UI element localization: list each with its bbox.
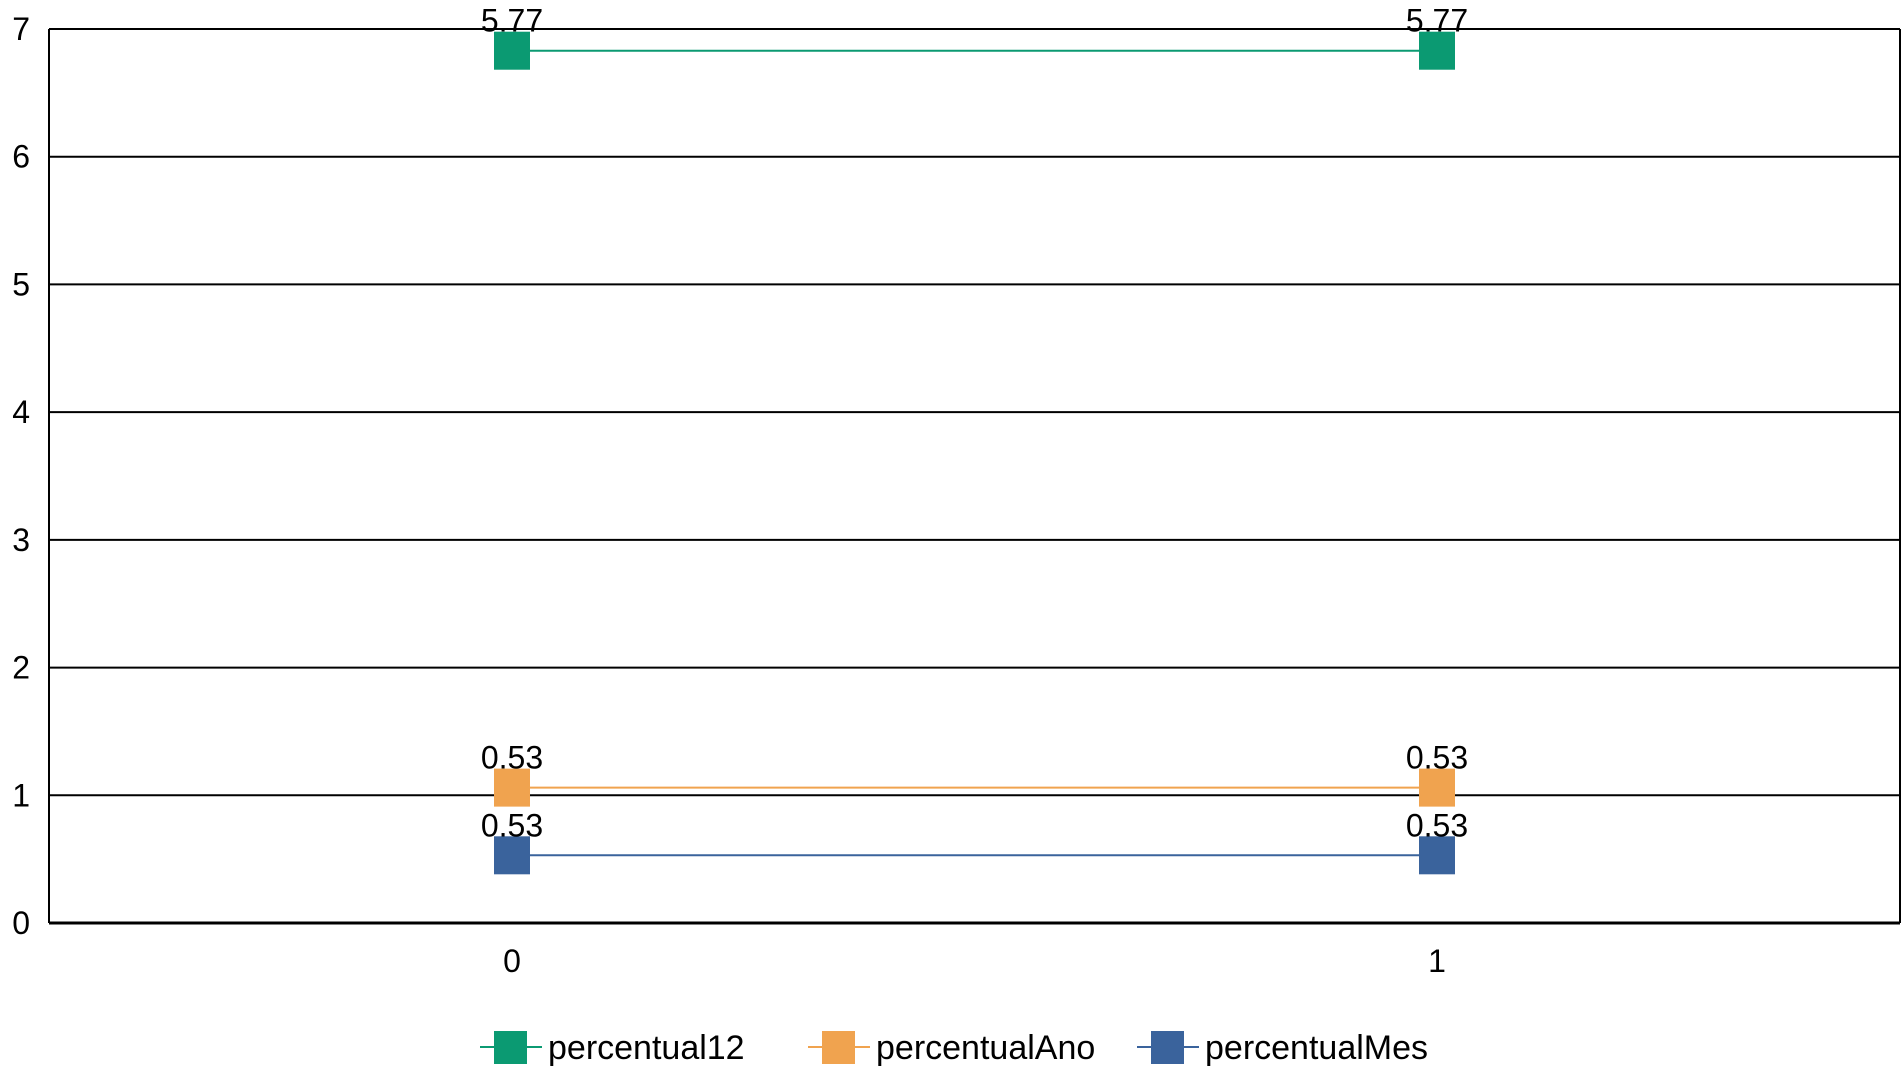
series-percentualMes: 0.53 0.53 — [481, 807, 1468, 875]
series-percentualAno: 0.53 0.53 — [481, 740, 1468, 807]
data-point-marker — [1419, 836, 1455, 875]
legend-marker — [1151, 1031, 1184, 1064]
legend-item-percentualMes: percentualMes — [1137, 1029, 1428, 1067]
data-point-marker — [494, 836, 530, 875]
plot-frame — [48, 29, 1901, 925]
data-label: 5.77 — [1406, 3, 1468, 39]
y-tick-label: 7 — [12, 11, 30, 47]
data-label: 0.53 — [481, 807, 543, 843]
legend-label: percentualMes — [1205, 1029, 1428, 1067]
data-point-marker — [1419, 768, 1455, 807]
x-tick-label: 1 — [1428, 943, 1446, 979]
y-axis-ticks: 0 1 2 3 4 5 6 7 — [12, 11, 30, 941]
x-tick-label: 0 — [503, 943, 521, 979]
legend-label: percentual12 — [548, 1029, 745, 1067]
y-tick-label: 0 — [12, 905, 30, 941]
legend-marker — [494, 1031, 527, 1064]
y-tick-label: 4 — [12, 394, 30, 430]
y-gridlines — [49, 28, 1900, 924]
y-tick-label: 1 — [12, 777, 30, 813]
data-point-marker — [1419, 31, 1455, 70]
data-point-marker — [494, 768, 530, 807]
series-layer: 5.77 5.77 0.53 0.53 0.53 0.53 — [481, 3, 1468, 875]
legend: percentual12 percentualAno percentualMes — [480, 1029, 1428, 1067]
legend-label: percentualAno — [876, 1029, 1095, 1067]
y-tick-label: 5 — [12, 266, 30, 302]
data-point-marker — [494, 31, 530, 70]
data-label: 0.53 — [1406, 740, 1468, 776]
data-label: 0.53 — [1406, 807, 1468, 843]
legend-marker — [822, 1031, 855, 1064]
data-label: 0.53 — [481, 740, 543, 776]
series-percentual12: 5.77 5.77 — [481, 3, 1468, 70]
legend-item-percentual12: percentual12 — [480, 1029, 745, 1067]
data-label: 5.77 — [481, 3, 543, 39]
y-tick-label: 3 — [12, 522, 30, 558]
y-tick-label: 2 — [12, 650, 30, 686]
y-tick-label: 6 — [12, 139, 30, 175]
legend-item-percentualAno: percentualAno — [808, 1029, 1095, 1067]
